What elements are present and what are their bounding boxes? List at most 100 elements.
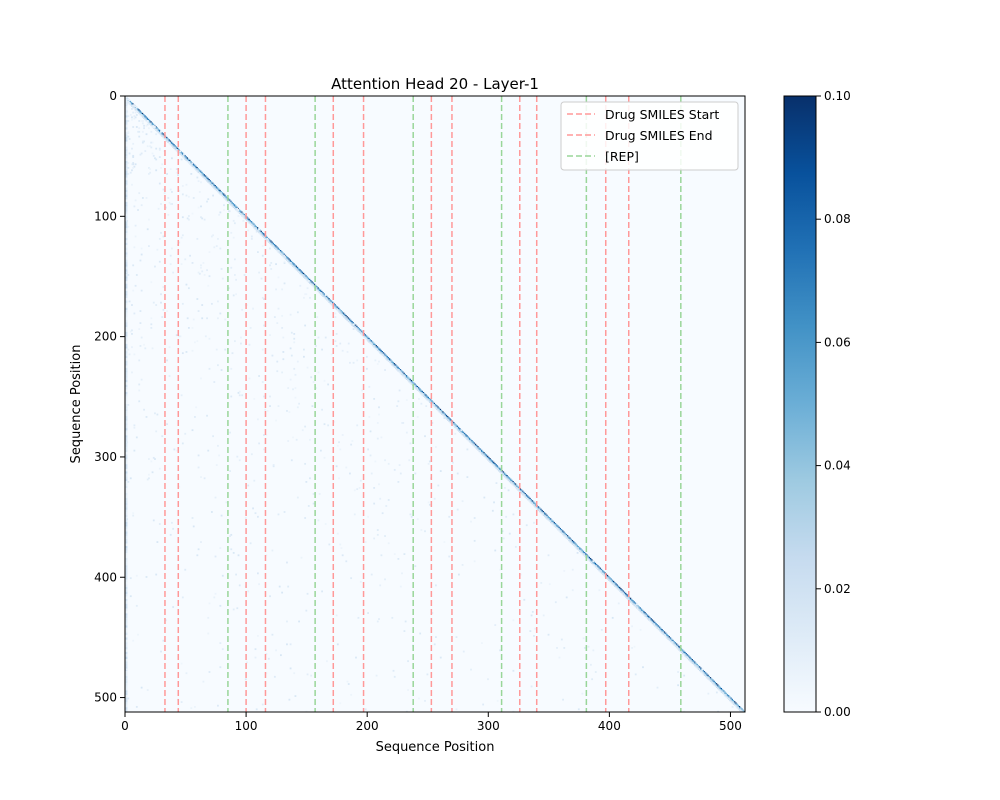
heat-cell	[207, 198, 210, 201]
heat-cell	[458, 428, 460, 430]
heat-cell	[405, 431, 408, 434]
heat-cell	[143, 140, 145, 143]
heat-cell	[313, 283, 316, 285]
heat-cell	[125, 197, 128, 200]
heat-cell	[643, 614, 645, 616]
heat-cell	[634, 603, 637, 605]
heat-cell	[597, 565, 599, 567]
heat-cell	[230, 533, 233, 536]
heat-cell	[611, 582, 614, 584]
heat-cell	[379, 352, 381, 354]
heat-cell	[144, 117, 146, 119]
heat-cell	[254, 227, 256, 229]
heat-cell	[294, 264, 296, 266]
heat-cell	[558, 530, 560, 532]
heat-cell	[286, 643, 288, 646]
heat-cell	[161, 132, 163, 134]
heat-cell	[237, 391, 240, 394]
heat-cell	[186, 158, 189, 160]
heat-cell	[166, 138, 168, 140]
heat-cell	[214, 592, 217, 595]
heat-cell	[581, 692, 584, 695]
heat-cell	[350, 320, 352, 323]
heat-cell	[600, 568, 603, 571]
heat-cell	[378, 347, 380, 349]
heat-cell	[306, 278, 308, 281]
heat-cell	[648, 618, 650, 620]
heat-cell	[316, 287, 318, 289]
heat-cell	[576, 544, 578, 547]
heat-cell	[312, 286, 314, 288]
heat-cell	[708, 679, 710, 681]
heat-cell	[330, 301, 333, 303]
heat-cell	[208, 181, 210, 183]
heat-cell	[376, 347, 379, 349]
heat-cell	[559, 530, 561, 532]
heat-cell	[125, 526, 128, 530]
heat-cell	[493, 501, 495, 504]
heat-cell	[306, 592, 309, 595]
heat-cell	[380, 554, 383, 557]
colorbar-tick-label: 0.10	[824, 89, 851, 103]
heat-cell	[402, 373, 404, 376]
heat-cell	[127, 274, 130, 276]
heat-cell	[126, 271, 129, 274]
heat-cell	[127, 130, 130, 133]
heat-cell	[654, 625, 656, 627]
heat-cell	[135, 109, 138, 111]
heat-cell	[574, 543, 576, 545]
heat-cell	[207, 181, 209, 183]
heat-cell	[425, 394, 427, 396]
heat-cell	[233, 340, 236, 343]
heat-cell	[125, 363, 128, 366]
heat-cell	[483, 455, 485, 457]
heat-cell	[352, 325, 354, 328]
heat-cell	[494, 549, 497, 552]
heat-cell	[546, 517, 548, 519]
heat-cell	[181, 156, 184, 158]
heat-cell	[140, 112, 143, 115]
heat-cell	[392, 669, 395, 672]
heat-cell	[169, 140, 172, 142]
heat-cell	[441, 413, 443, 415]
heat-cell	[327, 383, 330, 386]
heat-cell	[530, 501, 532, 503]
heat-cell	[402, 372, 404, 374]
heat-cell	[125, 180, 128, 183]
heat-cell	[174, 148, 176, 151]
heat-cell	[215, 186, 218, 188]
heat-cell	[125, 156, 128, 159]
heat-cell	[338, 311, 340, 313]
heat-cell	[596, 567, 598, 569]
heat-cell	[455, 425, 457, 427]
heat-cell	[554, 525, 557, 527]
heat-cell	[247, 218, 249, 220]
heat-cell	[125, 567, 128, 571]
heat-cell	[133, 106, 135, 109]
heat-cell	[133, 105, 136, 108]
heat-cell	[321, 294, 323, 296]
heat-cell	[127, 173, 130, 175]
heat-cell	[415, 384, 417, 387]
heat-cell	[654, 622, 656, 625]
heat-cell	[311, 282, 313, 284]
heat-cell	[388, 358, 391, 360]
heat-cell	[288, 411, 291, 414]
heat-cell	[368, 416, 371, 418]
heat-cell	[381, 353, 383, 355]
heat-cell	[329, 300, 331, 302]
heat-cell	[499, 470, 501, 472]
heat-cell	[678, 649, 680, 651]
heat-cell	[309, 278, 311, 281]
heat-cell	[269, 247, 271, 250]
heat-cell	[306, 673, 309, 676]
heat-cell	[385, 505, 388, 507]
heat-cell	[534, 503, 536, 506]
heat-cell	[663, 635, 666, 637]
heat-cell	[301, 274, 304, 276]
heat-cell	[599, 567, 601, 569]
heat-cell	[125, 331, 128, 335]
heat-cell	[296, 496, 299, 499]
heat-cell	[275, 247, 277, 249]
heat-cell	[127, 98, 130, 101]
